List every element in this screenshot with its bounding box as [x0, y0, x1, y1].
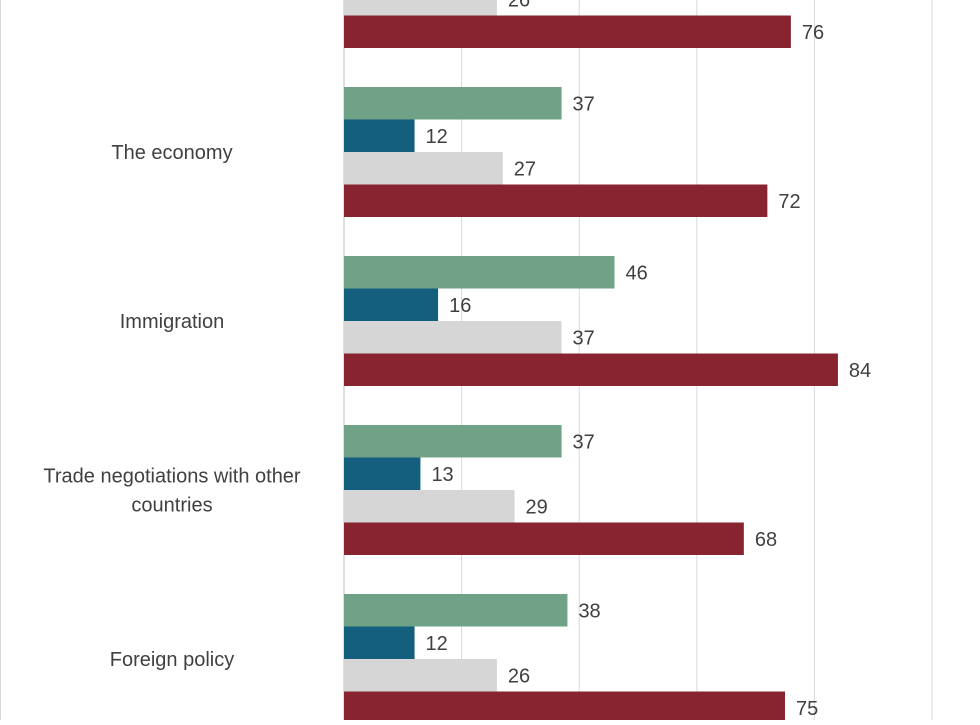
data-label: 16 [449, 295, 471, 317]
bar [344, 119, 415, 152]
data-label: 37 [573, 431, 595, 453]
bar [344, 691, 785, 724]
data-label: 38 [578, 600, 600, 622]
category-label: Foreign policy [110, 649, 235, 671]
bar [344, 425, 562, 458]
bar [344, 0, 497, 16]
category-labels: The economy Immigration Trade negotiations… [43, 142, 301, 671]
data-label: 13 [431, 464, 453, 486]
data-label: 12 [426, 633, 448, 655]
category-label: Trade negotiations with other [43, 466, 301, 488]
data-labels: 26 76 37 12 27 72 46 16 37 84 37 13 29 68 38 12 26 75 [426, 0, 872, 720]
data-label: 46 [625, 262, 647, 284]
bar [344, 522, 744, 555]
data-label: 68 [755, 529, 777, 551]
data-label: 27 [514, 158, 536, 180]
data-label: 72 [778, 191, 800, 213]
bar [344, 15, 791, 48]
bar [344, 288, 439, 321]
data-label: 26 [508, 665, 530, 687]
data-label: 76 [802, 22, 824, 44]
data-label: 12 [426, 126, 448, 148]
category-label: countries [131, 495, 212, 517]
bar [344, 321, 562, 354]
data-label: 84 [849, 360, 871, 382]
data-label: 37 [573, 327, 595, 349]
data-label: 75 [796, 698, 818, 720]
category-label: Immigration [120, 311, 224, 333]
bar [344, 490, 515, 523]
bar [344, 256, 615, 289]
bar [344, 87, 562, 120]
bar [344, 457, 421, 490]
bar [344, 152, 503, 185]
category-label: The economy [111, 142, 232, 164]
bar [344, 594, 568, 627]
data-label: 29 [526, 496, 548, 518]
bar [344, 353, 838, 386]
data-label: 37 [573, 93, 595, 115]
bar [344, 659, 497, 692]
bar [344, 626, 415, 659]
bar [344, 184, 768, 217]
data-label: 26 [508, 0, 530, 11]
bars [344, 0, 838, 724]
